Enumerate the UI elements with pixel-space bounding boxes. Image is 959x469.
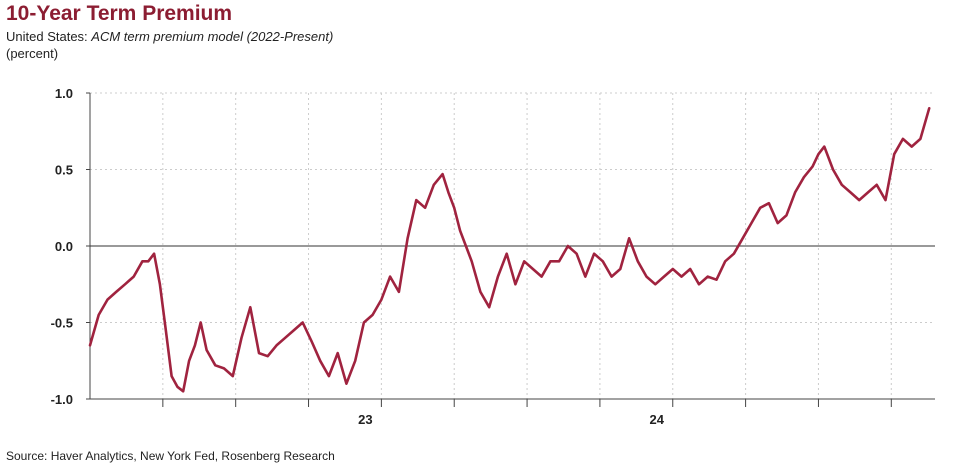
units-label: (percent) <box>6 46 59 61</box>
subtitle-prefix: United States: <box>6 29 92 44</box>
chart-subtitle: United States: ACM term premium model (2… <box>6 29 333 44</box>
y-axis-ticks: 1.0 0.5 0.0 -0.5 -1.0 <box>51 86 90 407</box>
y-tick-label: 0.5 <box>55 163 73 178</box>
term-premium-line <box>88 107 931 393</box>
source-note: Source: Haver Analytics, New York Fed, R… <box>6 449 335 463</box>
y-tick-label: -1.0 <box>51 392 73 407</box>
x-tick-label: 24 <box>650 412 665 427</box>
y-tick-label: 1.0 <box>55 86 73 101</box>
chart-title: 10-Year Term Premium <box>6 2 233 25</box>
series-group <box>88 107 931 393</box>
x-tick-label: 23 <box>358 412 372 427</box>
y-tick-label: -0.5 <box>51 316 73 331</box>
y-tick-label: 0.0 <box>55 239 73 254</box>
subtitle-model: ACM term premium model (2022-Present) <box>91 29 334 44</box>
axes <box>89 93 935 400</box>
x-axis-ticks: 23 24 <box>162 399 892 427</box>
